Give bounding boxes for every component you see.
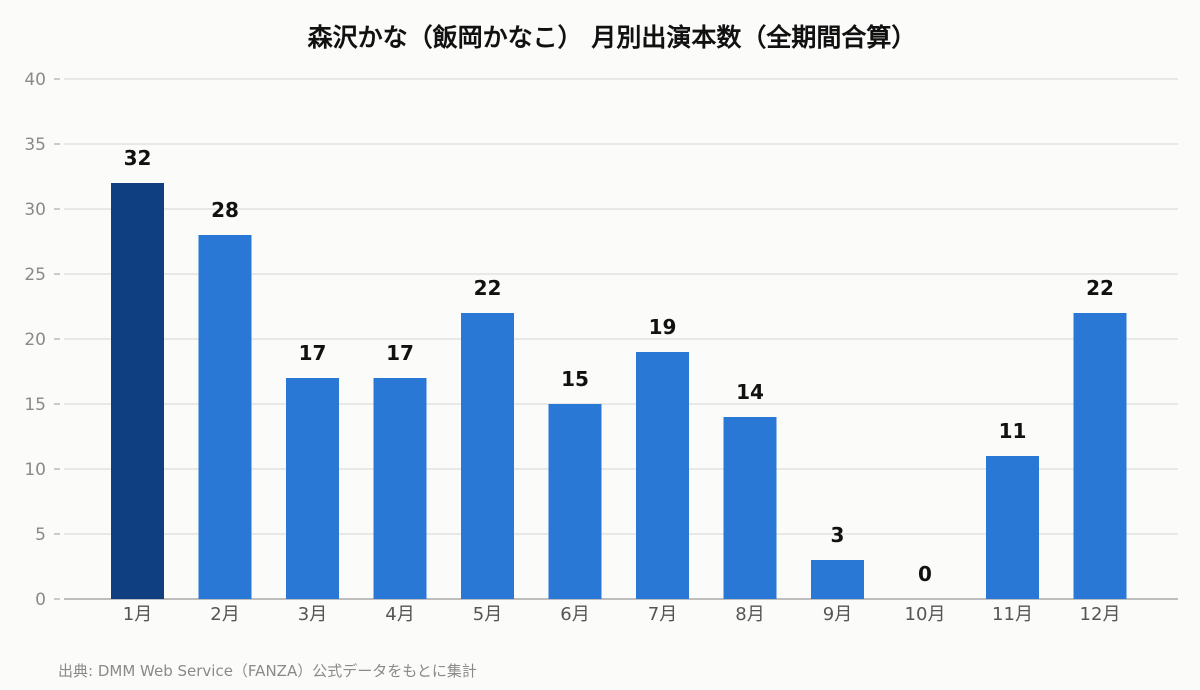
bar bbox=[986, 456, 1039, 599]
bar bbox=[636, 352, 689, 599]
x-tick-label: 7月 bbox=[648, 604, 677, 625]
x-tick-label: 8月 bbox=[735, 604, 764, 625]
value-labels: 32 28 17 17 22 15 19 14 3 0 11 22 bbox=[124, 146, 1114, 586]
bar-value-label: 11 bbox=[999, 419, 1027, 443]
bar bbox=[286, 378, 339, 599]
x-axis: 1月 2月 3月 4月 5月 6月 7月 8月 9月 10月 11月 12月 bbox=[123, 604, 1121, 625]
bar-value-label: 28 bbox=[211, 198, 239, 222]
bars bbox=[111, 183, 1127, 599]
bar-value-label: 17 bbox=[299, 341, 327, 365]
bar bbox=[373, 378, 427, 599]
x-tick-label: 4月 bbox=[385, 604, 414, 625]
x-tick-label: 1月 bbox=[123, 604, 152, 625]
y-tick-label: 40 bbox=[24, 70, 46, 90]
y-tick-label: 35 bbox=[24, 135, 46, 155]
bar-value-label: 0 bbox=[918, 562, 932, 586]
bar-value-label: 22 bbox=[474, 276, 502, 300]
x-tick-label: 5月 bbox=[473, 604, 502, 625]
bar bbox=[111, 183, 164, 599]
x-tick-label: 6月 bbox=[560, 604, 589, 625]
x-tick-label: 12月 bbox=[1080, 604, 1121, 625]
chart-title: 森沢かな（飯岡かなこ） 月別出演本数（全期間合算） bbox=[308, 23, 917, 52]
y-tick-label: 25 bbox=[24, 265, 46, 285]
x-tick-label: 11月 bbox=[992, 604, 1033, 625]
source-note: 出典: DMM Web Service（FANZA）公式データをもとに集計 bbox=[58, 662, 477, 680]
y-axis: 0 5 10 15 20 25 30 35 40 bbox=[24, 70, 60, 610]
bar bbox=[723, 417, 777, 599]
bar-value-label: 22 bbox=[1086, 276, 1114, 300]
y-tick-label: 20 bbox=[24, 330, 46, 350]
bar-value-label: 3 bbox=[831, 523, 845, 547]
bar-value-label: 15 bbox=[561, 367, 589, 391]
x-tick-label: 2月 bbox=[210, 604, 239, 625]
x-tick-label: 10月 bbox=[905, 604, 946, 625]
bar-value-label: 14 bbox=[736, 380, 764, 404]
bar bbox=[461, 313, 514, 599]
y-tick-label: 30 bbox=[24, 200, 46, 220]
y-tick-label: 15 bbox=[24, 395, 46, 415]
x-tick-label: 9月 bbox=[823, 604, 852, 625]
x-tick-label: 3月 bbox=[298, 604, 327, 625]
y-tick-label: 10 bbox=[24, 460, 46, 480]
bar bbox=[548, 404, 602, 599]
bar-value-label: 17 bbox=[386, 341, 414, 365]
bar bbox=[198, 235, 252, 599]
bar bbox=[811, 560, 864, 599]
bar-value-label: 32 bbox=[124, 146, 152, 170]
bar bbox=[1073, 313, 1127, 599]
y-tick-label: 5 bbox=[35, 525, 46, 545]
bar-value-label: 19 bbox=[649, 315, 677, 339]
y-tick-label: 0 bbox=[35, 590, 46, 610]
